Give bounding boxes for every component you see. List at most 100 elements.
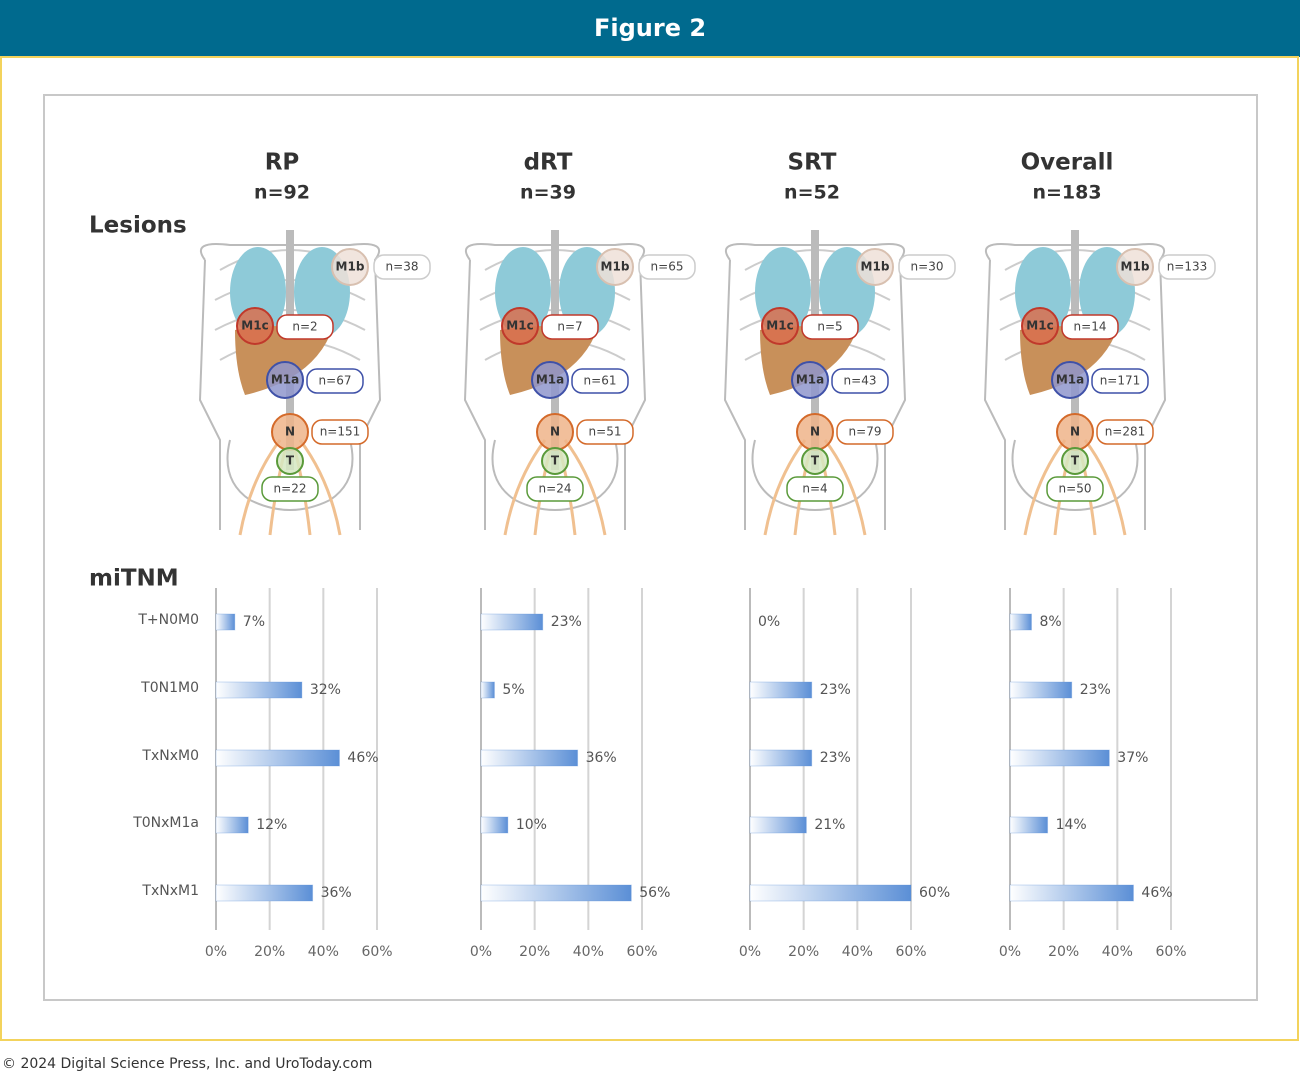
bar (215, 816, 249, 834)
value-label: 23% (820, 750, 851, 766)
count-label: n=281 (1105, 425, 1146, 439)
value-label: 23% (820, 682, 851, 698)
count-label: n=30 (911, 260, 944, 274)
bar (749, 816, 807, 834)
site-label: M1b (1121, 260, 1150, 274)
site-marker (331, 248, 369, 286)
pelvis (751, 439, 879, 511)
site-marker (596, 248, 634, 286)
bar (1009, 749, 1110, 767)
value-label: 14% (1056, 817, 1087, 833)
header-title: Figure 2 (594, 14, 706, 42)
site-marker (801, 447, 829, 475)
site-label: M1b (861, 260, 890, 274)
value-label: 23% (551, 614, 582, 630)
panel-subtitle: n=39 (520, 182, 576, 204)
value-label: 21% (814, 817, 845, 833)
x-tick-label: 0% (999, 944, 1021, 960)
site-marker (1021, 307, 1059, 345)
panel-subtitle: n=92 (254, 182, 310, 204)
x-tick-label: 40% (1102, 944, 1133, 960)
panel-title: dRT (524, 150, 573, 176)
value-label: 60% (919, 885, 950, 901)
site-label: M1a (536, 373, 564, 387)
y-tick-label: T0N1M0 (140, 680, 199, 696)
x-tick-label: 20% (519, 944, 550, 960)
value-label: 36% (586, 750, 617, 766)
count-label: n=151 (320, 425, 361, 439)
x-tick-label: 60% (361, 944, 392, 960)
count-label: n=50 (1059, 482, 1092, 496)
count-box (831, 368, 889, 394)
x-tick-label: 0% (470, 944, 492, 960)
bar (480, 884, 632, 902)
panel-title: Overall (1021, 150, 1114, 176)
count-box (1046, 476, 1104, 502)
value-label: 5% (502, 682, 524, 698)
bar (1009, 884, 1134, 902)
bar (749, 681, 813, 699)
site-marker (856, 248, 894, 286)
x-tick-label: 60% (626, 944, 657, 960)
count-box (836, 419, 894, 445)
body-illustration: M1b n=30 M1c n=5 M1a n=43 N n=79 Tn=4 (723, 230, 956, 536)
bar (215, 681, 303, 699)
y-tick-label: TxNxM0 (141, 748, 199, 764)
count-box (526, 476, 584, 502)
x-tick-label: 0% (739, 944, 761, 960)
x-tick-label: 60% (895, 944, 926, 960)
site-marker (531, 361, 569, 399)
count-label: n=38 (386, 260, 419, 274)
panel-subtitle: n=52 (784, 182, 840, 204)
x-tick-label: 20% (254, 944, 285, 960)
count-label: n=7 (557, 320, 582, 334)
pelvis (491, 439, 619, 511)
y-tick-label: T0NxM1a (132, 815, 199, 831)
body-illustration: M1b n=38 M1c n=2 M1a n=67 N n=151 Tn=22 (198, 230, 431, 536)
site-marker (1116, 248, 1154, 286)
panel-title: SRT (788, 150, 837, 176)
bar (215, 749, 340, 767)
value-label: 36% (321, 885, 352, 901)
x-tick-label: 40% (842, 944, 873, 960)
body-outline (983, 243, 1167, 530)
value-label: 0% (758, 614, 780, 630)
site-label: M1a (271, 373, 299, 387)
value-label: 46% (1141, 885, 1172, 901)
body-illustration: M1b n=133 M1c n=14 M1a n=171 N n=281 Tn=50 (983, 230, 1216, 536)
site-label: M1a (796, 373, 824, 387)
value-label: 23% (1080, 682, 1111, 698)
site-label: M1c (241, 319, 268, 333)
site-label: T (286, 454, 295, 468)
nerves (763, 439, 867, 536)
count-label: n=5 (817, 320, 842, 334)
site-label: T (1071, 454, 1080, 468)
site-marker (1061, 447, 1089, 475)
count-label: n=4 (802, 482, 827, 496)
value-label: 8% (1039, 614, 1061, 630)
count-label: n=43 (844, 374, 877, 388)
site-label: T (811, 454, 820, 468)
y-tick-label: T+N0M0 (137, 612, 199, 628)
section-label: miTNM (89, 566, 179, 592)
site-label: N (285, 425, 295, 439)
bar (1009, 613, 1032, 631)
x-tick-label: 20% (788, 944, 819, 960)
x-tick-label: 60% (1155, 944, 1186, 960)
bar (749, 884, 912, 902)
panel-subtitle: n=183 (1032, 182, 1101, 204)
count-box (1158, 254, 1216, 280)
site-marker (501, 307, 539, 345)
value-label: 46% (347, 750, 378, 766)
body-outline (198, 243, 382, 530)
site-label: M1c (506, 319, 533, 333)
x-tick-label: 20% (1048, 944, 1079, 960)
count-label: n=14 (1074, 320, 1107, 334)
count-label: n=133 (1167, 260, 1208, 274)
body-illustration: M1b n=65 M1c n=7 M1a n=61 N n=51 Tn=24 (463, 230, 696, 536)
count-box (1091, 368, 1149, 394)
bar (480, 681, 495, 699)
x-tick-label: 40% (308, 944, 339, 960)
value-label: 56% (639, 885, 670, 901)
site-label: N (550, 425, 560, 439)
